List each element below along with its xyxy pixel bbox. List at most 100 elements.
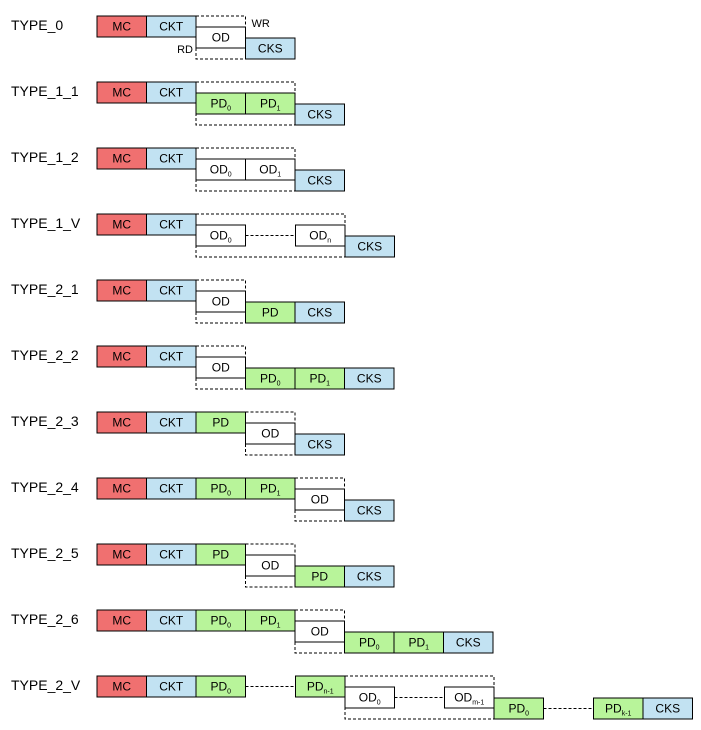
field-label-main: PD <box>210 680 227 694</box>
field-label-subscript: 0 <box>227 106 231 113</box>
field-box-ckt: CKT <box>146 15 197 38</box>
field-label: CKT <box>159 20 184 34</box>
row-label: TYPE_2_4 <box>11 479 79 495</box>
dashed-group-frame <box>245 543 296 588</box>
field-label: OD <box>311 625 329 639</box>
field-label: MC <box>112 416 131 430</box>
field-box-ckt: CKT <box>146 81 197 104</box>
field-label: PD0 <box>359 636 380 652</box>
field-label: CKS <box>655 702 680 716</box>
field-label-main: MC <box>112 86 131 100</box>
field-box-ckt: CKT <box>146 675 197 698</box>
field-box-od: OD <box>245 422 296 445</box>
field-box-cks: CKS <box>294 433 345 456</box>
field-label: MC <box>112 680 131 694</box>
field-box-cks: CKS <box>344 367 395 390</box>
field-label-main: PD <box>260 372 277 386</box>
field-label: CKT <box>159 218 184 232</box>
field-box-pd: PDk-1 <box>593 697 644 720</box>
field-label-main: CKS <box>357 240 382 254</box>
field-label-main: PD <box>307 680 324 694</box>
field-label-main: OD <box>212 31 230 45</box>
field-label-main: PD <box>408 636 425 650</box>
field-label: PD <box>311 570 328 584</box>
dashed-group-frame <box>195 345 246 390</box>
field-label: CKS <box>357 372 382 386</box>
field-box-ckt: CKT <box>146 609 197 632</box>
field-box-ckt: CKT <box>146 345 197 368</box>
row-label: TYPE_1_1 <box>11 83 79 99</box>
field-box-cks: CKS <box>294 169 345 192</box>
field-label: OD0 <box>210 229 232 245</box>
field-label: CKT <box>159 284 184 298</box>
field-box-pd: PD1 <box>245 92 296 115</box>
frame-row: TYPE_2_5 MC CKT PD OD PD CKS <box>11 543 395 588</box>
field-label-main: PD <box>260 97 277 111</box>
field-label: PD1 <box>260 97 281 113</box>
field-box-ckt: CKT <box>146 411 197 434</box>
field-box-rect <box>294 301 345 324</box>
field-label-main: PD <box>260 614 277 628</box>
field-box-mc: MC <box>96 675 147 698</box>
field-label-main: CKS <box>307 438 332 452</box>
field-label-main: CKS <box>258 42 283 56</box>
field-label: CKS <box>307 174 332 188</box>
field-box-cks: CKS <box>245 37 296 60</box>
field-label-main: MC <box>112 548 131 562</box>
field-label-subscript: 1 <box>277 623 281 630</box>
field-label: PD0 <box>210 680 231 696</box>
row-label: TYPE_2_6 <box>11 611 79 627</box>
field-box-od: ODm-1 <box>444 686 495 709</box>
field-label-main: PD <box>210 614 227 628</box>
field-label-subscript: 0 <box>227 491 231 498</box>
frame-row: TYPE_0 MC CKT OD CKS WR RD <box>11 15 296 60</box>
field-box-od: ODn <box>295 224 346 247</box>
field-label-subscript: 1 <box>277 172 281 179</box>
field-label-main: PD <box>508 702 525 716</box>
field-label-subscript: k-1 <box>622 711 632 718</box>
dashed-group-frame <box>344 675 495 720</box>
field-box-mc: MC <box>96 279 147 302</box>
field-label: PD1 <box>260 614 281 630</box>
field-label-main: CKS <box>307 174 332 188</box>
field-box-pd: PD0 <box>245 367 296 390</box>
field-label-main: OD <box>210 229 228 243</box>
field-box-pd: PDn-1 <box>295 675 346 698</box>
field-label-main: PD <box>260 482 277 496</box>
field-label-subscript: 1 <box>277 491 281 498</box>
field-box-cks: CKS <box>344 235 395 258</box>
field-box-cks: CKS <box>294 301 345 324</box>
field-label-subscript: 0 <box>376 645 380 652</box>
field-label-subscript: 0 <box>228 238 232 245</box>
field-box-pd: PD0 <box>195 477 246 500</box>
field-label-subscript: 1 <box>326 381 330 388</box>
field-label: PD0 <box>210 614 231 630</box>
field-label: PD0 <box>210 482 231 498</box>
field-label: MC <box>112 20 131 34</box>
field-box-od: OD <box>195 290 246 313</box>
row-label: TYPE_2_5 <box>11 545 79 561</box>
field-label-main: OD <box>212 295 230 309</box>
field-box-ckt: CKT <box>146 543 197 566</box>
field-label-main: MC <box>112 20 131 34</box>
field-label-main: CKT <box>159 152 184 166</box>
field-label-main: MC <box>112 218 131 232</box>
field-box-pd: PD1 <box>294 367 345 390</box>
field-box-cks: CKS <box>344 499 395 522</box>
field-box-pd: PD <box>245 301 296 324</box>
frame-row: TYPE_2_1 MC CKT OD PD CKS <box>11 279 345 324</box>
field-label: CKS <box>307 108 332 122</box>
field-label-subscript: m-1 <box>472 700 484 707</box>
field-box-rect <box>344 565 395 588</box>
field-label: MC <box>112 614 131 628</box>
field-label-subscript: 0 <box>525 711 529 718</box>
field-label-main: OD <box>311 625 329 639</box>
field-label-main: CKS <box>307 108 332 122</box>
field-label-main: PD <box>210 97 227 111</box>
field-label-main: CKT <box>159 20 184 34</box>
field-box-ckt: CKT <box>146 279 197 302</box>
field-label-main: OD <box>261 427 279 441</box>
field-label: CKT <box>159 350 184 364</box>
